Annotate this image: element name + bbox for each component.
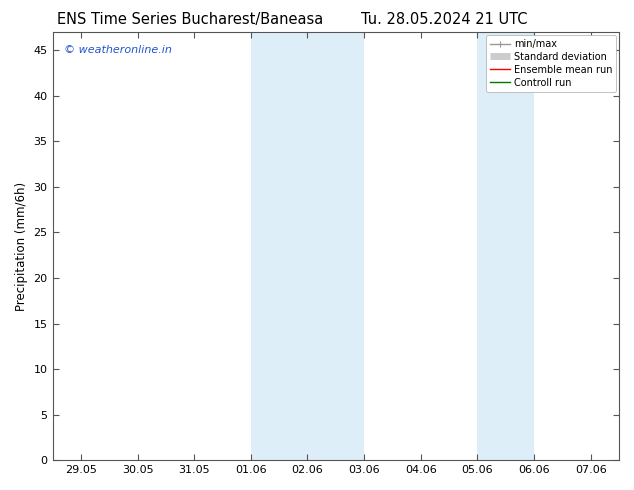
Text: © weatheronline.in: © weatheronline.in xyxy=(64,45,172,55)
Bar xyxy=(251,32,364,460)
Y-axis label: Precipitation (mm/6h): Precipitation (mm/6h) xyxy=(15,182,28,311)
Bar xyxy=(477,32,534,460)
Legend: min/max, Standard deviation, Ensemble mean run, Controll run: min/max, Standard deviation, Ensemble me… xyxy=(486,35,616,92)
Text: ENS Time Series Bucharest/Baneasa: ENS Time Series Bucharest/Baneasa xyxy=(57,12,323,27)
Text: Tu. 28.05.2024 21 UTC: Tu. 28.05.2024 21 UTC xyxy=(361,12,527,27)
